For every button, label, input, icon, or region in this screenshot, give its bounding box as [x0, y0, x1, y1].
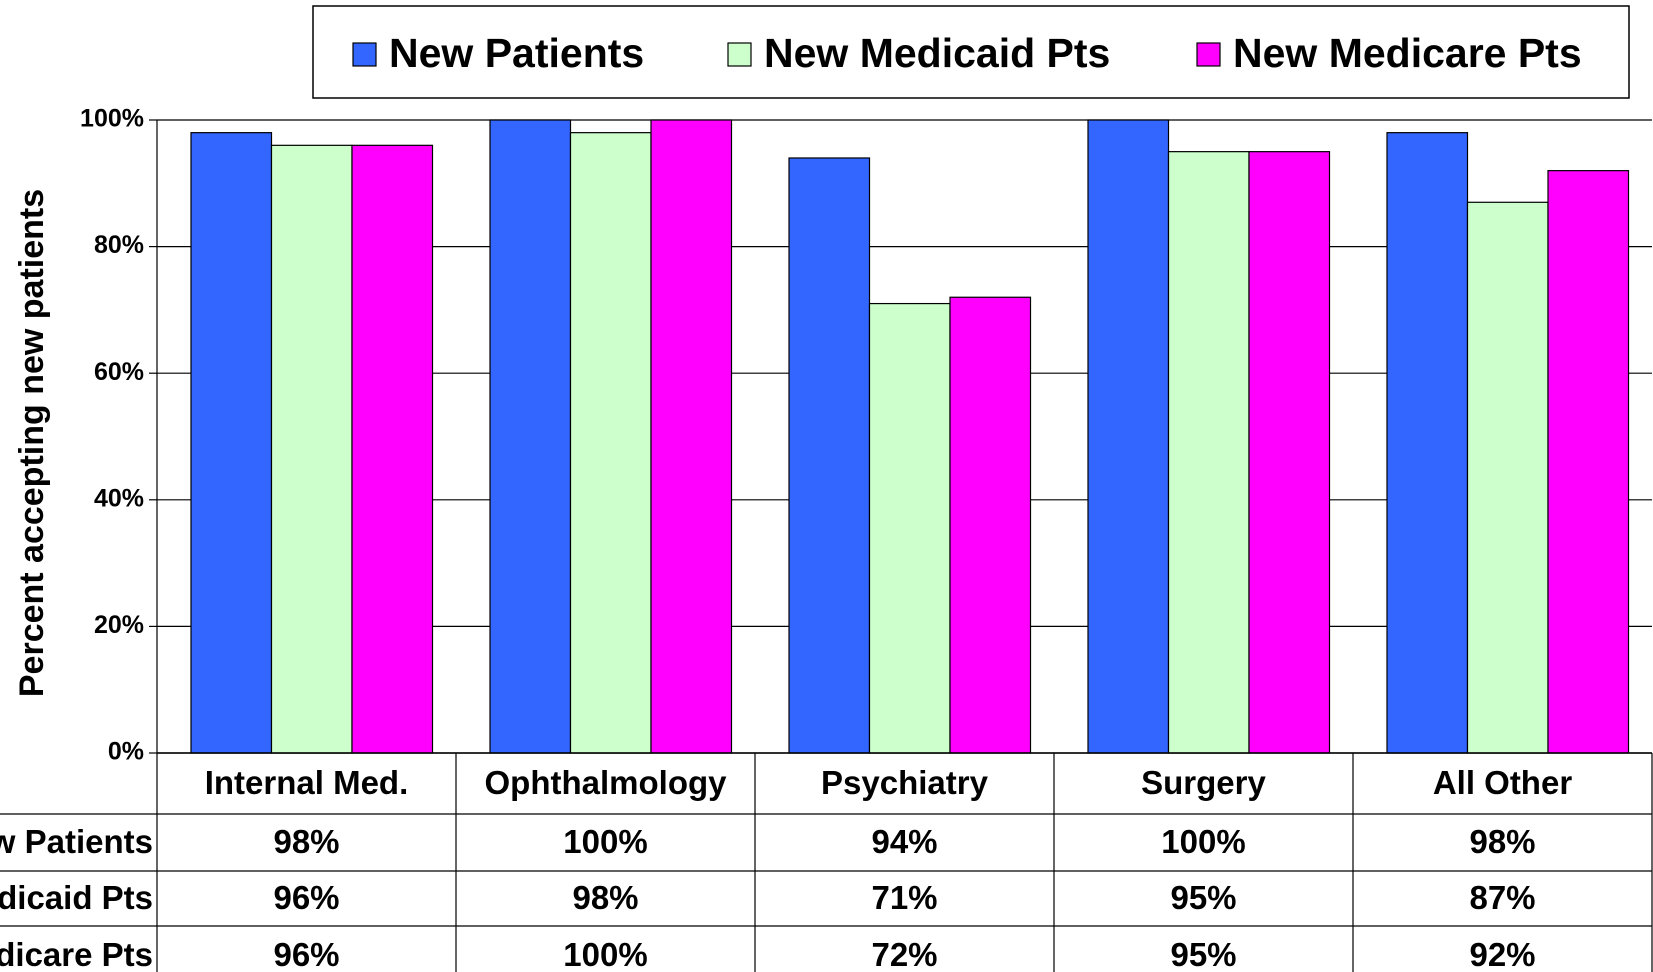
bar	[270, 144, 353, 754]
legend-box	[312, 5, 1630, 99]
legend-swatch	[727, 42, 752, 67]
legend-label: New Medicaid Pts	[764, 30, 1110, 76]
data-label: 94%	[871, 823, 937, 860]
legend-swatch	[1196, 42, 1221, 67]
x-tick-label: Internal Med.	[205, 764, 409, 801]
bar	[868, 302, 951, 754]
data-label: 71%	[871, 879, 937, 916]
bar	[1248, 151, 1331, 754]
data-label: 100%	[1161, 823, 1245, 860]
y-tick-label: 40%	[94, 484, 144, 512]
data-label: 96%	[273, 936, 339, 972]
table-row-label: New Medicare Pts	[0, 936, 153, 972]
data-label: 92%	[1469, 936, 1535, 972]
x-tick-label: Psychiatry	[821, 764, 989, 801]
data-label: 98%	[273, 823, 339, 860]
data-label: 98%	[1469, 823, 1535, 860]
y-axis-label: Percent accepting new patients	[13, 189, 51, 697]
bar	[1087, 119, 1170, 754]
bar	[489, 119, 572, 754]
x-tick-label: All Other	[1433, 764, 1573, 801]
bar	[1167, 151, 1250, 754]
data-label: 98%	[572, 879, 638, 916]
table-row-label: New Patients	[0, 823, 153, 860]
data-label: 87%	[1469, 879, 1535, 916]
x-tick-label: Surgery	[1141, 764, 1266, 801]
bar	[1466, 201, 1549, 754]
bar	[569, 132, 652, 754]
legend-label: New Patients	[389, 30, 644, 76]
y-tick-label: 80%	[94, 231, 144, 259]
bar	[190, 132, 273, 754]
data-label: 95%	[1170, 936, 1236, 972]
y-tick-label: 20%	[94, 611, 144, 639]
table-row-label: New Medicaid Pts	[0, 879, 153, 916]
bar	[351, 144, 434, 754]
bar	[949, 296, 1032, 754]
y-tick-label: 100%	[80, 105, 144, 133]
data-label: 72%	[871, 936, 937, 972]
bar	[650, 119, 733, 754]
bar	[1386, 132, 1469, 754]
legend-swatch	[352, 42, 377, 67]
bar	[1547, 170, 1630, 754]
x-tick-label: Ophthalmology	[485, 764, 728, 801]
bar	[788, 157, 871, 754]
legend-label: New Medicare Pts	[1233, 30, 1582, 76]
y-tick-label: 60%	[94, 358, 144, 386]
data-label: 100%	[563, 936, 647, 972]
data-label: 95%	[1170, 879, 1236, 916]
data-label: 96%	[273, 879, 339, 916]
y-tick-label: 0%	[108, 738, 144, 766]
data-label: 100%	[563, 823, 647, 860]
